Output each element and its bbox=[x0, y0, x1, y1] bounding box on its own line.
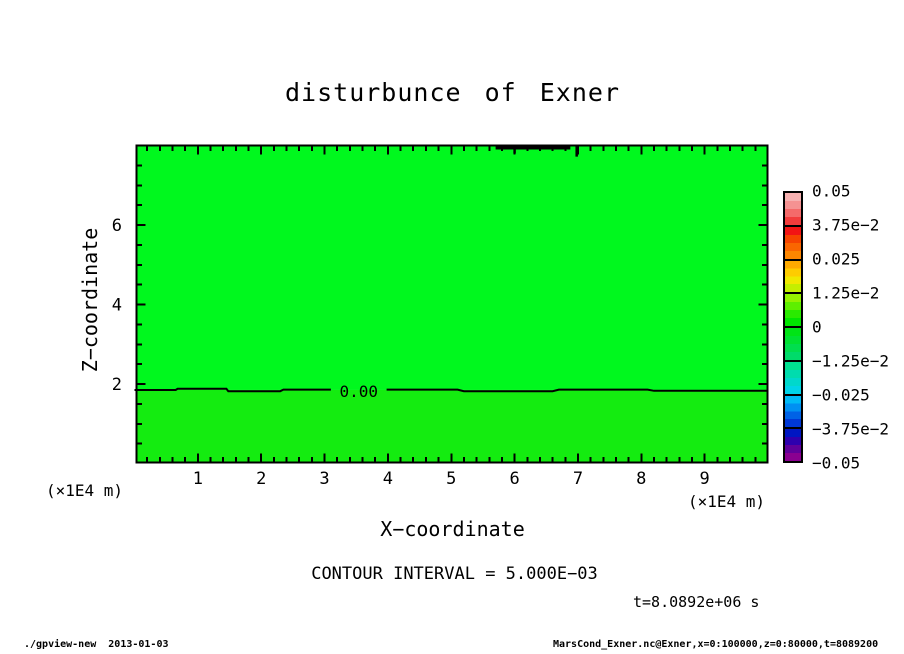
colorbar-segment bbox=[785, 395, 801, 430]
footer-dataset: MarsCond_Exner.nc@Exner,x=0:100000,z=0:8… bbox=[553, 639, 879, 650]
footer-command: ./gpview-new 2013-01-03 bbox=[24, 639, 169, 650]
colorbar-label: −0.025 bbox=[812, 385, 870, 405]
x-tick-label: 9 bbox=[700, 469, 710, 489]
plot-frame bbox=[135, 144, 769, 464]
fill-above-zero bbox=[135, 144, 769, 390]
colorbar-segment bbox=[785, 361, 801, 396]
x-tick-label: 1 bbox=[193, 469, 203, 489]
colorbar-label: −3.75e−2 bbox=[812, 419, 890, 439]
colorbar-label: 1.25e−2 bbox=[812, 283, 880, 303]
contour-interval-text: CONTOUR INTERVAL = 5.000E−03 bbox=[311, 564, 598, 584]
y-tick-label: 6 bbox=[112, 216, 122, 236]
x-tick-label: 2 bbox=[256, 469, 266, 489]
colorbar-labels: 0.05 3.75e−2 0.025 1.25e−2 0 −1.25e−2 −0.025 −3… bbox=[812, 182, 904, 473]
zero-contour-left bbox=[134, 387, 331, 393]
x-tick-label: 4 bbox=[383, 469, 393, 489]
y-tick-label: 2 bbox=[112, 375, 122, 395]
colorbar-label: 3.75e−2 bbox=[812, 215, 880, 235]
top-contour-spike bbox=[575, 145, 578, 157]
colorbar-segment bbox=[785, 294, 801, 328]
zero-contour-right bbox=[386, 388, 768, 393]
y-axis-units: (×1E4 m) bbox=[46, 481, 124, 500]
x-tick-label: 3 bbox=[319, 469, 329, 489]
colorbar bbox=[783, 191, 803, 463]
colorbar-label: 0.05 bbox=[812, 181, 851, 201]
colorbar-label: −1.25e−2 bbox=[812, 351, 890, 371]
colorbar-segment bbox=[785, 226, 801, 261]
chart-title: disturbunce of Exner bbox=[284, 78, 621, 107]
x-axis-units: (×1E4 m) bbox=[688, 492, 766, 511]
x-axis-title: X−coordinate bbox=[380, 517, 525, 541]
colorbar-segment bbox=[785, 429, 801, 461]
colorbar-segment bbox=[785, 260, 801, 295]
colorbar-label: 0.025 bbox=[812, 249, 861, 269]
fill-below-zero bbox=[135, 389, 769, 464]
colorbar-segment bbox=[785, 328, 801, 362]
y-tick-label: 4 bbox=[112, 296, 122, 316]
colorbar-segment bbox=[785, 193, 801, 227]
top-contour-blob bbox=[495, 144, 571, 150]
colorbar-label: 0 bbox=[812, 317, 822, 337]
x-tick-label: 6 bbox=[509, 469, 519, 489]
zero-contour-label: 0.00 bbox=[339, 382, 378, 401]
x-tick-label: 5 bbox=[446, 469, 456, 489]
x-tick-label: 8 bbox=[636, 469, 646, 489]
colorbar-label: −0.05 bbox=[812, 453, 861, 473]
x-tick-label: 7 bbox=[573, 469, 583, 489]
time-annotation: t=8.0892e+06 s bbox=[633, 593, 760, 611]
